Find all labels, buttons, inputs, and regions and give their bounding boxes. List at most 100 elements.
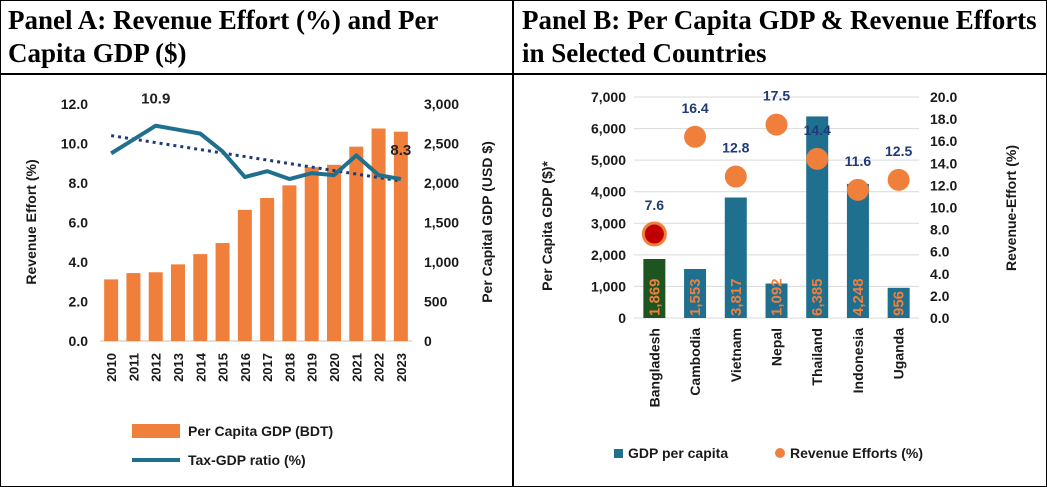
- x-tick-label: Bangladesh: [646, 328, 662, 407]
- x-tick-label: 2021: [349, 353, 364, 382]
- x-tick-label: 2022: [372, 353, 387, 382]
- gdp-bar: [237, 209, 252, 341]
- x-tick-label: 2012: [149, 353, 164, 382]
- x-tick-label: 2018: [282, 353, 297, 382]
- legend-point-swatch: [775, 448, 785, 458]
- line-data-label: 8.3: [390, 142, 411, 159]
- left-axis-tick: 10.0: [61, 136, 88, 152]
- right-axis-tick: 12.0: [930, 177, 957, 193]
- bar-value-label: 3,817: [728, 278, 745, 316]
- right-axis-tick: 500: [424, 294, 448, 310]
- panel-a-chart: 0.0 2.0 4.0 6.0 8.0 10.0 12.0 0 500 1,000 1,500 2,0…: [23, 91, 495, 468]
- right-axis-tick: 0.0: [930, 310, 950, 326]
- bar-value-label: 6,385: [809, 278, 826, 316]
- revenue-effort-point: [684, 125, 707, 148]
- right-axis-tick: 1,500: [424, 215, 459, 231]
- x-tick-label: 2013: [171, 353, 186, 382]
- right-axis-tick: 0: [424, 333, 432, 349]
- gdp-bar: [327, 164, 341, 341]
- title-divider: [0, 73, 1047, 75]
- legend-bar-label: GDP per capita: [628, 445, 728, 461]
- right-axis-tick: 6.0: [930, 244, 950, 260]
- x-tick-label: 2016: [238, 353, 253, 382]
- left-axis-tick: 5,000: [591, 152, 626, 168]
- gdp-bar: [887, 287, 910, 318]
- left-axis-tick: 4.0: [69, 254, 89, 270]
- legend-bar-label: Per Capita GDP (BDT): [188, 423, 333, 439]
- gdp-bar: [148, 272, 163, 341]
- right-axis-tick: 16.0: [930, 133, 957, 149]
- x-tick-label: 2023: [394, 353, 409, 382]
- x-tick-label: 2014: [193, 352, 208, 382]
- panel-divider: [512, 0, 514, 487]
- gdp-bar: [304, 167, 319, 341]
- left-axis-tick: 0: [618, 310, 626, 326]
- revenue-effort-label: 12.8: [722, 140, 749, 156]
- gdp-bar: [104, 279, 119, 341]
- bar-value-label: 956: [891, 291, 908, 316]
- left-axis-label: Per Capita GDP ($)*: [539, 161, 555, 291]
- right-axis-label: Per Capital GDP (USD $): [479, 141, 495, 303]
- bar-value-label: 1,553: [687, 278, 704, 316]
- right-axis-tick: 18.0: [930, 111, 957, 127]
- line-data-label: 10.9: [141, 91, 170, 108]
- legend-bar-swatch: [614, 449, 623, 458]
- gdp-bar: [215, 243, 230, 341]
- left-axis-tick: 2.0: [69, 294, 89, 310]
- revenue-effort-label: 11.6: [845, 153, 872, 169]
- panel-a-title: Panel A: Revenue Effort (%) and Per Capi…: [8, 5, 438, 68]
- x-tick-label: 2010: [104, 353, 119, 382]
- right-axis-tick: 10.0: [930, 200, 957, 216]
- x-tick-label: 2020: [327, 353, 342, 382]
- right-axis-tick: 4.0: [930, 266, 950, 282]
- gdp-bar: [643, 258, 666, 318]
- gdp-bar: [126, 273, 141, 341]
- right-axis-tick: 20.0: [930, 89, 957, 105]
- gdp-bar: [193, 254, 208, 341]
- x-tick-label: Vietnam: [728, 328, 744, 382]
- left-axis-label: Revenue Effort (%): [23, 159, 39, 284]
- gdp-bar: [282, 185, 297, 341]
- left-axis-tick: 6,000: [591, 121, 626, 137]
- gdp-bar: [171, 264, 185, 341]
- gdp-bar: [371, 128, 386, 341]
- right-axis-tick: 2,000: [424, 175, 459, 191]
- panel-b-chart: 0 1,000 2,000 3,000 4,000 5,000 6,000 7,000 0.0 2…: [539, 88, 1019, 461]
- gdp-bar: [260, 198, 275, 341]
- revenue-effort-point: [887, 168, 910, 191]
- x-tick-label: 2011: [126, 353, 141, 381]
- x-tick-label: 2017: [260, 353, 275, 382]
- x-tick-label: Indonesia: [850, 328, 866, 394]
- left-axis-tick: 6.0: [69, 215, 89, 231]
- x-tick-label: 2015: [216, 353, 231, 382]
- gdp-bar: [393, 131, 408, 341]
- right-axis-tick: 8.0: [930, 222, 950, 238]
- revenue-effort-point: [806, 147, 829, 170]
- revenue-effort-label: 12.5: [885, 143, 912, 159]
- legend-point-label: Revenue Efforts (%): [790, 445, 923, 461]
- right-axis-tick: 2,500: [424, 136, 459, 152]
- right-axis-tick: 1,000: [424, 254, 459, 270]
- revenue-effort-label: 14.4: [804, 122, 831, 138]
- revenue-effort-point: [641, 221, 667, 247]
- legend-line-label: Tax-GDP ratio (%): [188, 452, 306, 468]
- gdp-bar: [765, 283, 788, 318]
- right-axis-tick: 2.0: [930, 288, 950, 304]
- left-axis-tick: 2,000: [591, 247, 626, 263]
- x-tick-label: Nepal: [769, 328, 785, 366]
- left-axis-tick: 7,000: [591, 89, 626, 105]
- x-tick-label: Thailand: [809, 328, 825, 386]
- gdp-bar: [684, 268, 707, 318]
- revenue-effort-point: [846, 178, 869, 201]
- revenue-effort-point: [765, 113, 788, 136]
- right-axis-tick: 14.0: [930, 155, 957, 171]
- tax-gdp-line: [110, 123, 402, 182]
- left-axis-tick: 4,000: [591, 184, 626, 200]
- revenue-effort-label: 17.5: [763, 88, 790, 104]
- left-axis-tick: 1,000: [591, 278, 626, 294]
- panel-b-title: Panel B: Per Capita GDP & Revenue Effort…: [522, 5, 1037, 68]
- x-tick-label: Uganda: [891, 328, 907, 380]
- revenue-effort-label: 7.6: [645, 197, 665, 213]
- legend-bar-swatch: [132, 424, 180, 438]
- revenue-effort-point: [724, 165, 747, 188]
